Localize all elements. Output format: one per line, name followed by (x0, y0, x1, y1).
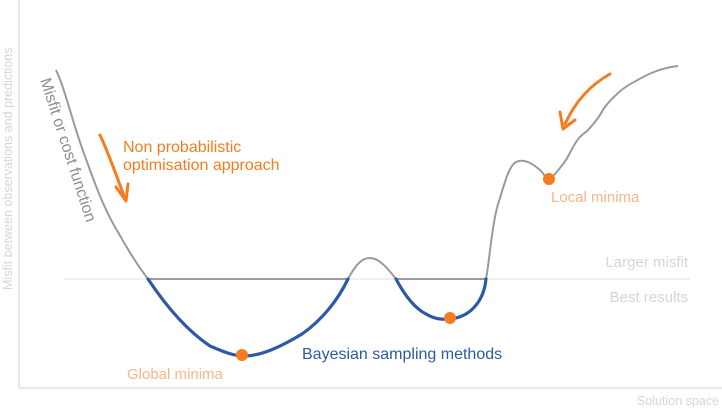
local-arrow-head (558, 110, 577, 131)
local-minimum-dot (543, 173, 555, 185)
approach-label-line1: Non probabilistic (123, 139, 241, 156)
y-axis-label: Misfit between observations and predicti… (1, 48, 15, 291)
best-results-label: Best results (610, 289, 688, 306)
approach-arrow (98, 133, 126, 198)
bayesian-segment-global (146, 277, 350, 358)
approach-label-line2: optimisation approach (123, 157, 280, 174)
approach-arrow-head (114, 182, 130, 203)
larger-misfit-label: Larger misfit (605, 254, 688, 271)
local-arrow (563, 72, 612, 126)
bayesian-segment-secondary (394, 277, 488, 321)
curve-label: Misfit or cost function (36, 76, 99, 224)
local-minima-label: Local minima (551, 189, 640, 206)
bayesian-label: Bayesian sampling methods (302, 346, 502, 363)
x-axis-label: Solution space (637, 394, 719, 408)
global-minima-label: Global minima (127, 366, 224, 383)
cost-function-curve (55, 65, 679, 280)
global-minimum-dot (236, 349, 248, 361)
secondary-minimum-dot (444, 312, 456, 324)
